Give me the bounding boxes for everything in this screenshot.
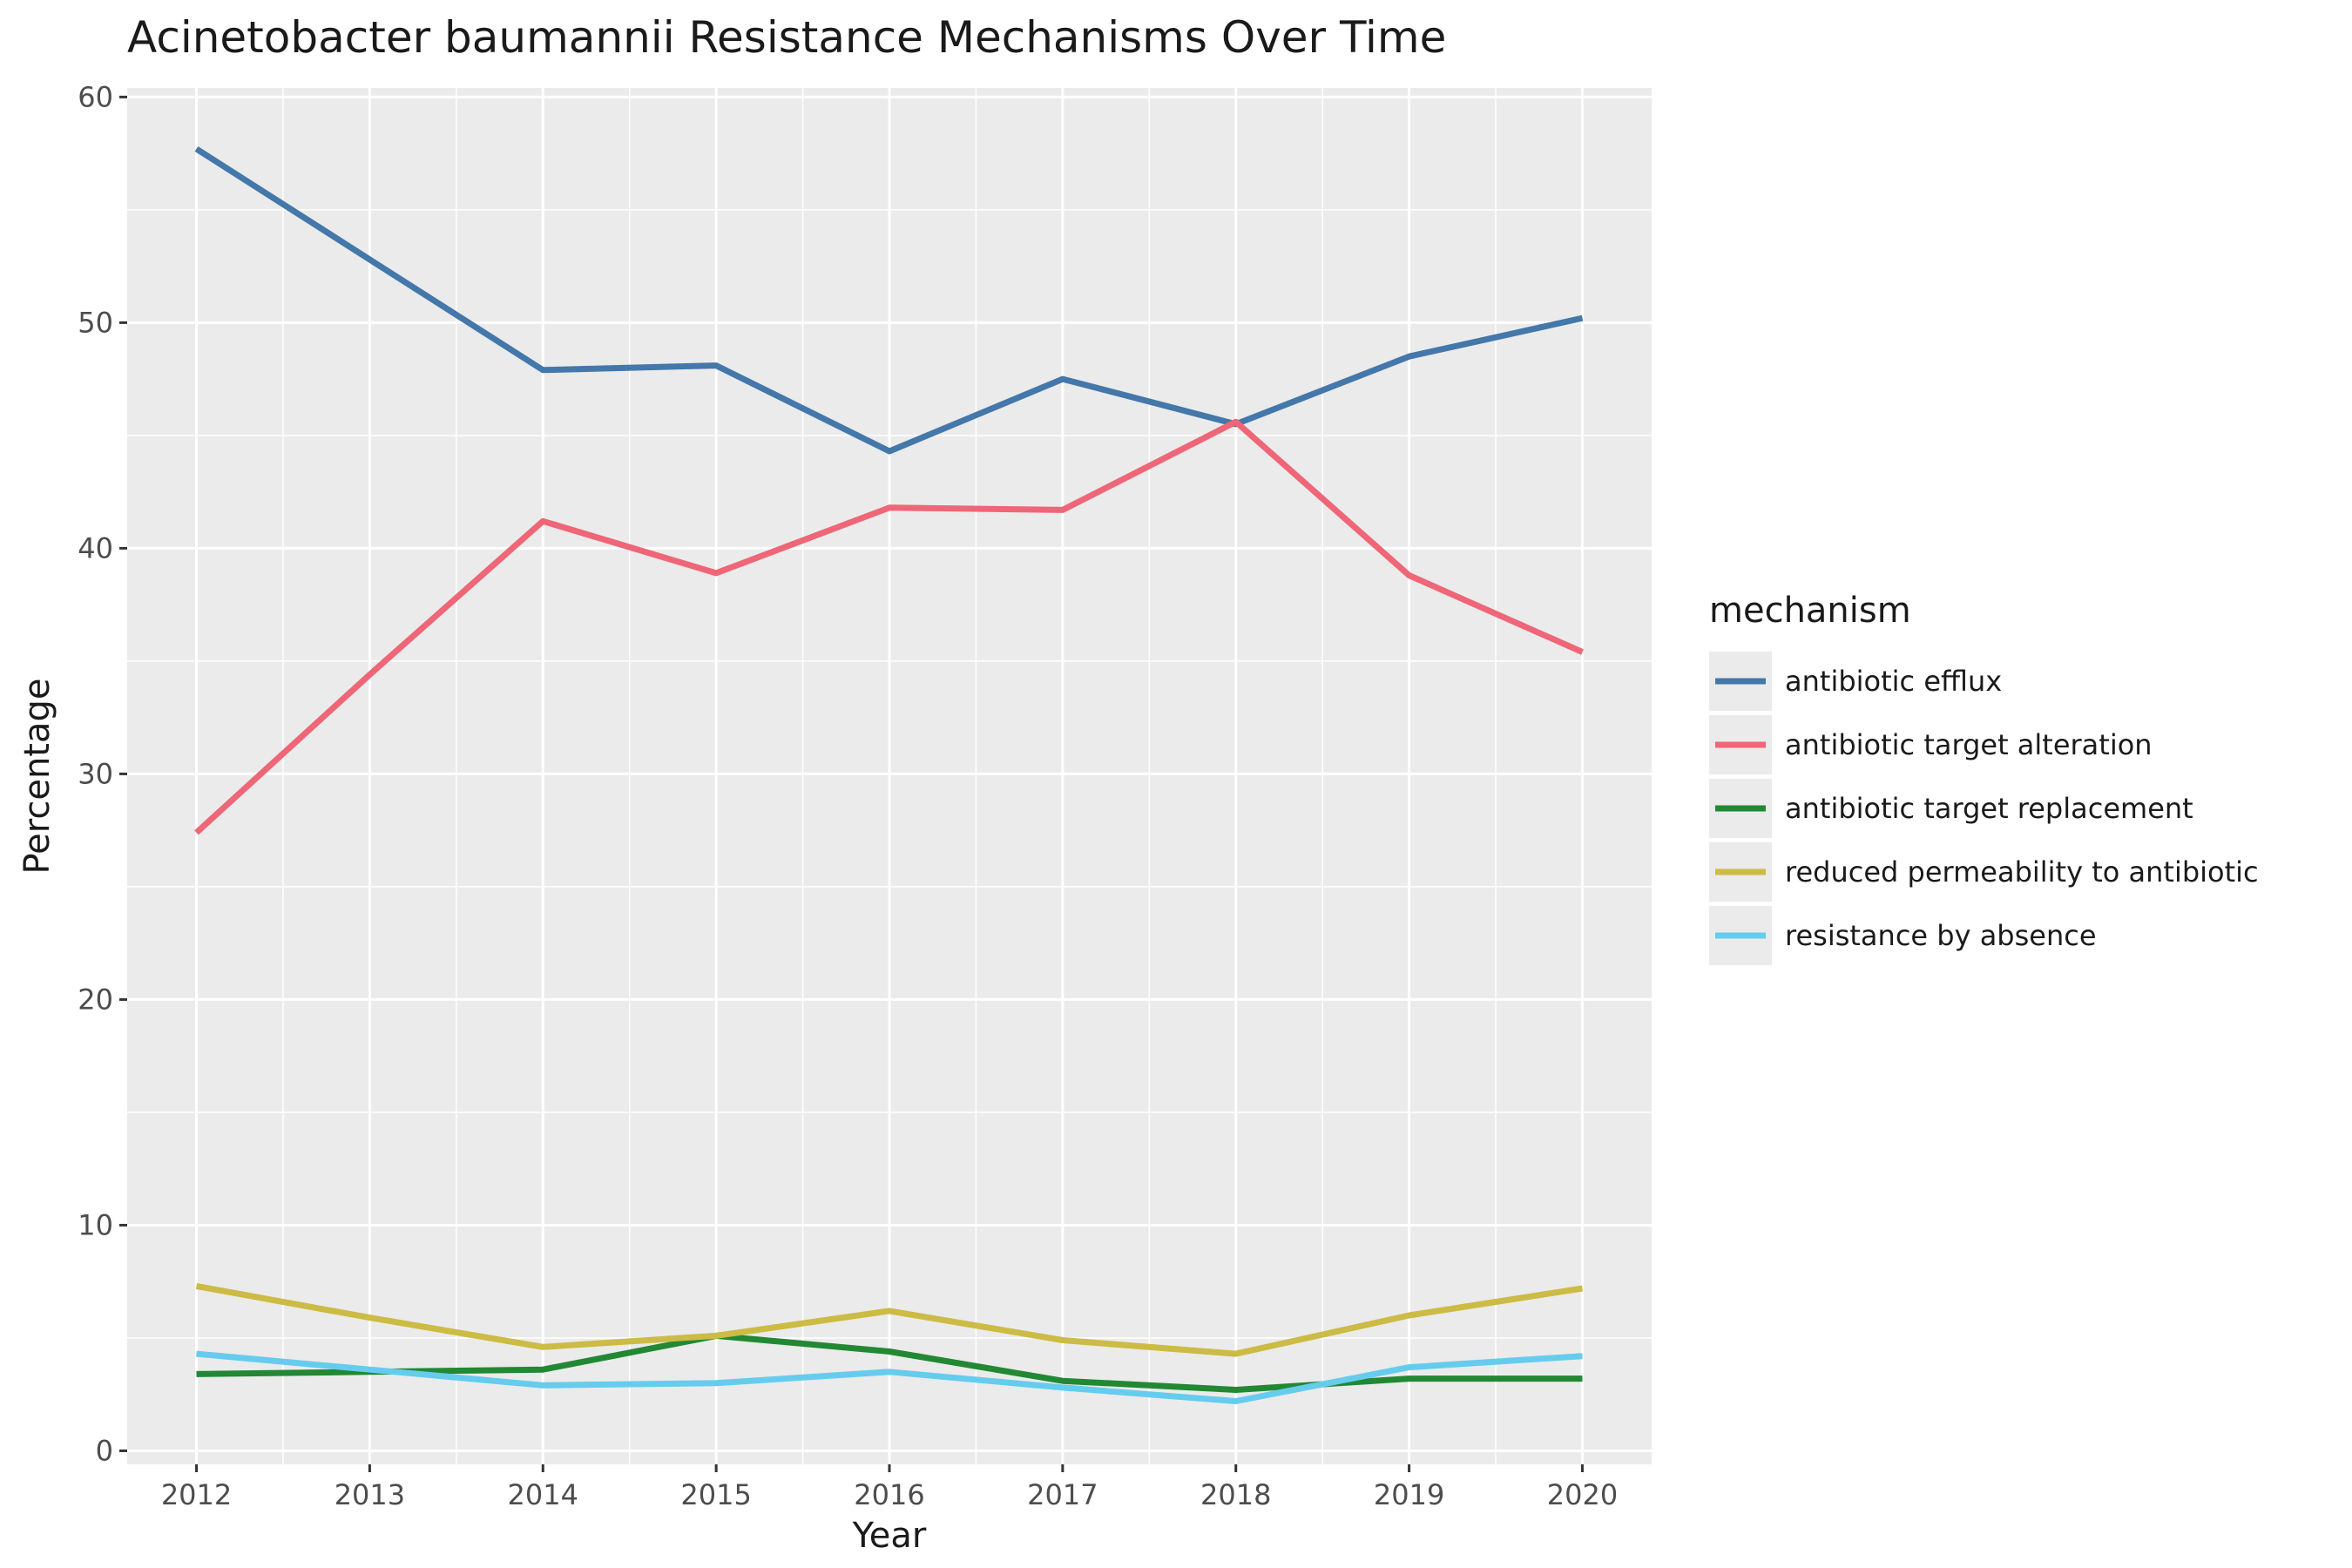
y-axis: 0 10 20 30 40 50 60 xyxy=(78,80,127,1467)
series-line xyxy=(196,1350,1583,1404)
chart-title: Acinetobacter baumannii Resistance Mecha… xyxy=(127,12,1446,63)
y-tick-label: 10 xyxy=(78,1208,113,1241)
y-tick-label: 0 xyxy=(96,1434,113,1467)
x-axis-title: Year xyxy=(852,1516,927,1556)
legend: mechanism antibiotic efflux antibiotic ta… xyxy=(1701,582,2311,965)
x-tick-label: 2020 xyxy=(1547,1478,1618,1511)
x-tick-label: 2019 xyxy=(1374,1478,1444,1511)
x-tick-label: 2015 xyxy=(680,1478,751,1511)
x-tick-label: 2012 xyxy=(161,1478,232,1511)
x-tick-label: 2013 xyxy=(335,1478,405,1511)
series-line xyxy=(194,418,1584,835)
legend-title: mechanism xyxy=(1709,591,1911,631)
series-lines xyxy=(194,145,1584,1404)
x-tick-label: 2017 xyxy=(1027,1478,1098,1511)
legend-label: resistance by absence xyxy=(1785,919,2097,952)
x-tick-label: 2014 xyxy=(508,1478,578,1511)
series-line xyxy=(194,145,1584,455)
y-tick-label: 30 xyxy=(78,757,113,790)
y-tick-label: 50 xyxy=(78,306,113,339)
x-tick-label: 2016 xyxy=(854,1478,924,1511)
y-tick-label: 60 xyxy=(78,80,113,113)
legend-label: antibiotic target alteration xyxy=(1785,728,2153,761)
legend-label: reduced permeability to antibiotic xyxy=(1785,855,2259,889)
legend-label: antibiotic efflux xyxy=(1785,665,2002,698)
legend-background xyxy=(1701,582,2311,965)
series-line xyxy=(196,1332,1583,1393)
legend-items: antibiotic efflux antibiotic target alter… xyxy=(1709,652,2259,965)
legend-label: antibiotic target replacement xyxy=(1785,792,2193,825)
x-axis: 2012 2013 2014 2015 2016 2017 2018 2019 2020 xyxy=(161,1464,1618,1511)
y-tick-label: 20 xyxy=(78,983,113,1016)
major-gridlines xyxy=(127,88,1652,1464)
series-line xyxy=(195,1282,1584,1357)
y-axis-title: Percentage xyxy=(17,678,57,874)
x-tick-label: 2018 xyxy=(1200,1478,1271,1511)
y-tick-label: 40 xyxy=(78,531,113,564)
